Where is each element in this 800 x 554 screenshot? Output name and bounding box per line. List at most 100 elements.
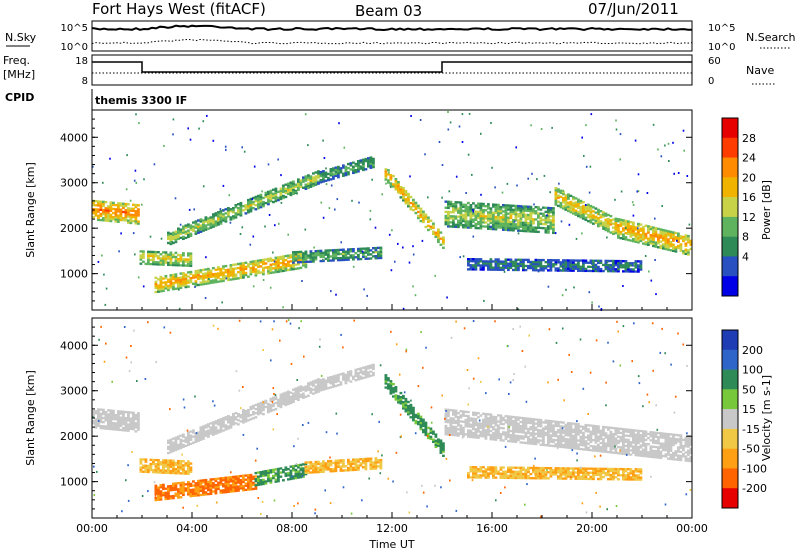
- velocity-cell: [162, 471, 165, 474]
- power-cell: [479, 219, 483, 222]
- power-cell: [227, 276, 230, 280]
- velocity-cell: [292, 465, 295, 468]
- power-cell: [232, 271, 235, 275]
- power-scatter-cell: [224, 145, 227, 148]
- velocity-cell: [519, 424, 523, 428]
- velocity-cell: [507, 419, 510, 422]
- power-cell: [564, 204, 568, 207]
- power-cell: [492, 217, 495, 221]
- velocity-cell: [612, 437, 615, 440]
- power-cell: [167, 255, 170, 258]
- power-cell: [239, 212, 243, 215]
- power-scatter-cell: [559, 268, 561, 271]
- velocity-cell: [154, 492, 158, 496]
- velocity-cell: [497, 432, 500, 435]
- power-cell: [529, 220, 533, 223]
- velocity-cell: [502, 439, 505, 442]
- velocity-cell: [517, 436, 520, 440]
- power-cell: [239, 268, 243, 271]
- power-cell: [257, 259, 260, 262]
- velocity-cell: [594, 429, 598, 432]
- power-cell: [607, 226, 610, 229]
- velocity-cell: [394, 398, 398, 401]
- velocity-cell: [314, 389, 318, 392]
- power-cell: [187, 252, 190, 255]
- velocity-cell: [117, 420, 120, 423]
- power-cell: [114, 208, 118, 211]
- velocity-cell: [267, 475, 270, 479]
- power-cell: [274, 262, 278, 266]
- power-cell: [517, 225, 520, 228]
- velocity-cell: [279, 397, 283, 401]
- power-cell: [344, 171, 348, 175]
- velocity-cell: [359, 369, 363, 372]
- power-cell: [369, 253, 373, 256]
- power-cell: [372, 163, 375, 167]
- power-cell: [474, 224, 478, 228]
- power-cell: [579, 267, 583, 270]
- power-scatter-cell: [471, 173, 473, 176]
- velocity-cell: [332, 385, 335, 388]
- power-cell: [129, 207, 133, 210]
- velocity-cell: [182, 481, 185, 484]
- power-cell: [159, 281, 163, 285]
- velocity-cell: [494, 438, 498, 441]
- power-cell: [507, 220, 510, 224]
- power-cell: [459, 213, 463, 217]
- velocity-cell: [594, 445, 598, 448]
- velocity-cell: [297, 474, 300, 477]
- power-cell: [219, 269, 223, 273]
- power-cell: [619, 262, 623, 265]
- velocity-cell: [269, 481, 273, 484]
- velocity-cell: [169, 484, 173, 488]
- velocity-cell: [504, 437, 508, 440]
- velocity-cell: [172, 447, 175, 451]
- power-cell: [484, 225, 488, 228]
- power-cell: [392, 185, 395, 188]
- power-cell: [297, 182, 300, 185]
- velocity-cell: [197, 485, 200, 489]
- power-cell: [239, 214, 243, 217]
- velocity-cell: [567, 444, 570, 447]
- power-cell: [314, 258, 318, 261]
- power-cell: [229, 216, 233, 219]
- power-cell: [637, 228, 640, 232]
- power-cell: [107, 219, 110, 222]
- velocity-cell: [594, 435, 598, 438]
- power-scatter-cell: [412, 285, 414, 288]
- power-cell: [397, 189, 400, 192]
- velocity-cell: [269, 477, 273, 480]
- velocity-cell: [539, 429, 543, 432]
- velocity-cell: [429, 435, 433, 439]
- velocity-cell: [157, 469, 160, 472]
- velocity-cell: [562, 439, 565, 443]
- velocity-cell: [172, 482, 175, 485]
- power-cell: [122, 204, 125, 208]
- power-cell: [187, 223, 190, 226]
- power-cell: [492, 260, 495, 263]
- power-cell: [444, 206, 448, 209]
- power-cell: [484, 262, 488, 265]
- velocity-cell: [319, 380, 323, 384]
- power-scatter-cell: [222, 184, 225, 187]
- power-cell: [159, 290, 163, 293]
- power-cell: [247, 211, 250, 214]
- velocity-cell: [232, 475, 235, 479]
- power-cell: [274, 266, 278, 270]
- velocity-cell: [559, 421, 563, 424]
- power-cell: [164, 251, 168, 254]
- power-cell: [177, 285, 180, 288]
- velocity-cell: [457, 434, 460, 437]
- velocity-cell: [532, 440, 535, 443]
- power-cell: [287, 186, 290, 189]
- power-cell: [317, 181, 320, 185]
- power-cell: [317, 170, 320, 173]
- power-cell: [117, 206, 120, 209]
- velocity-cell: [577, 429, 580, 432]
- power-cell: [419, 219, 423, 223]
- power-cell: [324, 257, 328, 260]
- velocity-cell: [164, 465, 168, 468]
- power-cell: [267, 200, 270, 204]
- velocity-cell: [599, 450, 603, 453]
- velocity-cell: [327, 468, 330, 471]
